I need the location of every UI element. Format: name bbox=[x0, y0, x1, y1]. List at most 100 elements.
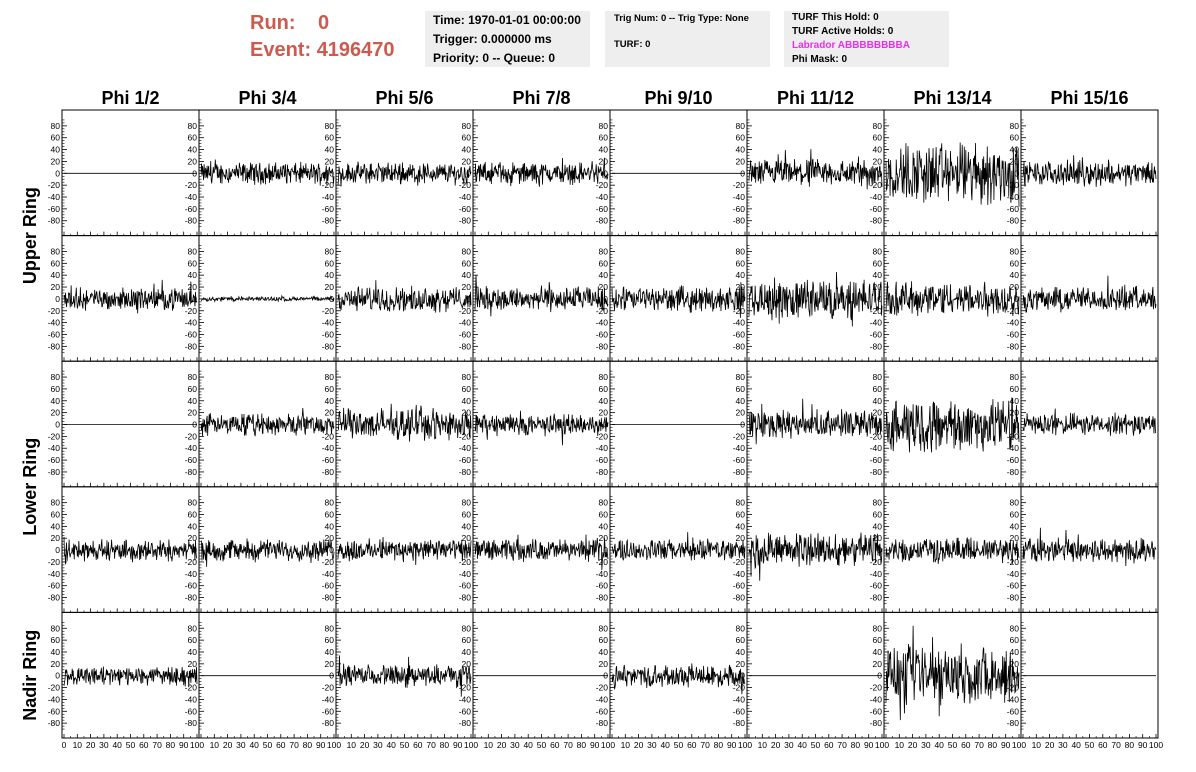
y-tick-label: -20 bbox=[48, 306, 61, 316]
y-tick-label: 0 bbox=[877, 545, 882, 555]
x-tick-label: 70 bbox=[289, 740, 299, 750]
y-tick-label: 0 bbox=[740, 294, 745, 304]
x-tick-label: 70 bbox=[700, 740, 710, 750]
x-tick-label: 90 bbox=[453, 740, 463, 750]
x-tick-label: 70 bbox=[837, 740, 847, 750]
x-tick-label: 50 bbox=[126, 740, 136, 750]
x-tick-label: 40 bbox=[660, 740, 670, 750]
y-tick-label: -60 bbox=[48, 581, 61, 591]
y-tick-label: -20 bbox=[185, 431, 198, 441]
x-tick-label: 10 bbox=[1032, 740, 1042, 750]
waveform-trace bbox=[611, 282, 746, 318]
y-tick-label: 40 bbox=[736, 647, 746, 657]
y-tick-label: -40 bbox=[1007, 192, 1020, 202]
y-tick-label: -40 bbox=[459, 318, 472, 328]
row-title: Lower Ring bbox=[20, 438, 40, 536]
y-tick-label: 0 bbox=[329, 168, 334, 178]
x-tick-label: 20 bbox=[1045, 740, 1055, 750]
y-tick-label: 60 bbox=[51, 510, 61, 520]
y-tick-label: 40 bbox=[1010, 145, 1020, 155]
y-tick-label: 80 bbox=[599, 121, 609, 131]
y-tick-label: -20 bbox=[870, 431, 883, 441]
phi-mask-text: Phi Mask: 0 bbox=[792, 54, 848, 65]
column-title: Phi 11/12 bbox=[777, 88, 854, 108]
y-tick-label: 40 bbox=[599, 396, 609, 406]
y-tick-label: 60 bbox=[736, 258, 746, 268]
x-tick-label: 60 bbox=[139, 740, 149, 750]
y-tick-label: -40 bbox=[870, 192, 883, 202]
y-tick-label: -20 bbox=[596, 683, 609, 693]
x-tick-label: 100 bbox=[190, 740, 204, 750]
y-tick-label: -60 bbox=[1007, 706, 1020, 716]
y-tick-label: -80 bbox=[596, 718, 609, 728]
y-tick-label: -40 bbox=[459, 694, 472, 704]
y-tick-label: 80 bbox=[188, 372, 198, 382]
y-tick-label: 0 bbox=[55, 420, 60, 430]
y-tick-label: 40 bbox=[325, 647, 335, 657]
y-tick-label: 20 bbox=[1010, 659, 1020, 669]
y-tick-label: 40 bbox=[188, 521, 198, 531]
y-tick-label: 20 bbox=[325, 408, 335, 418]
y-tick-label: -80 bbox=[459, 467, 472, 477]
y-tick-label: -80 bbox=[870, 216, 883, 226]
y-tick-label: -80 bbox=[596, 593, 609, 603]
y-tick-label: -40 bbox=[870, 694, 883, 704]
x-tick-label: 100 bbox=[1149, 740, 1163, 750]
x-tick-label: 40 bbox=[1071, 740, 1081, 750]
x-tick-label: 60 bbox=[1098, 740, 1108, 750]
y-tick-label: -80 bbox=[733, 216, 746, 226]
y-tick-label: -60 bbox=[596, 204, 609, 214]
y-tick-label: -60 bbox=[322, 455, 335, 465]
y-tick-label: -80 bbox=[48, 593, 61, 603]
y-tick-label: 0 bbox=[603, 545, 608, 555]
y-tick-label: 20 bbox=[873, 659, 883, 669]
y-tick-label: 80 bbox=[1010, 246, 1020, 256]
panel-frame bbox=[746, 611, 885, 739]
y-tick-label: 40 bbox=[325, 270, 335, 280]
x-tick-label: 0 bbox=[62, 740, 67, 750]
y-tick-label: 60 bbox=[462, 384, 472, 394]
y-tick-label: 80 bbox=[1010, 372, 1020, 382]
x-tick-label: 30 bbox=[1058, 740, 1068, 750]
x-tick-label: 80 bbox=[714, 740, 724, 750]
y-tick-label: 20 bbox=[599, 533, 609, 543]
y-tick-label: 0 bbox=[877, 671, 882, 681]
x-tick-label: 100 bbox=[601, 740, 615, 750]
waveform-trace bbox=[63, 279, 198, 314]
y-tick-label: -60 bbox=[322, 581, 335, 591]
y-tick-label: 80 bbox=[188, 246, 198, 256]
y-tick-label: -20 bbox=[870, 306, 883, 316]
y-tick-label: 60 bbox=[462, 510, 472, 520]
y-tick-label: -40 bbox=[48, 569, 61, 579]
y-tick-label: 80 bbox=[325, 246, 335, 256]
y-tick-label: 60 bbox=[188, 258, 198, 268]
y-tick-label: 0 bbox=[466, 294, 471, 304]
y-tick-label: 0 bbox=[329, 545, 334, 555]
x-tick-label: 30 bbox=[236, 740, 246, 750]
y-tick-label: 0 bbox=[192, 671, 197, 681]
y-tick-label: 40 bbox=[325, 145, 335, 155]
y-tick-label: 80 bbox=[325, 372, 335, 382]
y-tick-label: 80 bbox=[51, 121, 61, 131]
x-tick-label: 70 bbox=[563, 740, 573, 750]
y-tick-label: -80 bbox=[1007, 467, 1020, 477]
waveform-trace bbox=[885, 625, 1020, 721]
y-tick-label: 40 bbox=[462, 521, 472, 531]
y-tick-label: -20 bbox=[1007, 557, 1020, 567]
y-tick-label: 0 bbox=[466, 545, 471, 555]
waveform-trace bbox=[748, 271, 883, 327]
time-info-box: Time: 1970-01-01 00:00:00 Trigger: 0.000… bbox=[425, 11, 590, 67]
y-tick-label: 60 bbox=[736, 133, 746, 143]
y-tick-label: -80 bbox=[870, 718, 883, 728]
y-tick-label: 80 bbox=[1010, 121, 1020, 131]
y-tick-label: 60 bbox=[599, 133, 609, 143]
y-tick-label: 20 bbox=[51, 659, 61, 669]
y-tick-label: 0 bbox=[877, 420, 882, 430]
waveform-trace bbox=[474, 157, 609, 187]
y-tick-label: -80 bbox=[48, 216, 61, 226]
y-tick-label: -20 bbox=[459, 557, 472, 567]
y-tick-label: 40 bbox=[736, 521, 746, 531]
column-title: Phi 13/14 bbox=[913, 88, 991, 108]
y-tick-label: 60 bbox=[1010, 258, 1020, 268]
x-tick-label: 40 bbox=[249, 740, 259, 750]
